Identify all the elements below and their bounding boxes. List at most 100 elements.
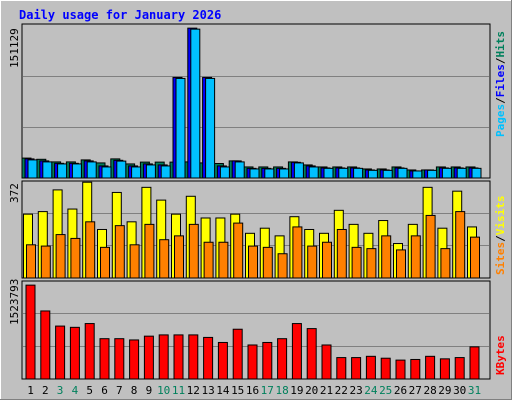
bar-pages-day-4	[71, 163, 82, 179]
x-tick-label: 12	[187, 384, 200, 397]
bar-pages-day-3	[57, 163, 68, 179]
bar-pages-day-16	[249, 168, 260, 179]
bar-kbytes-day-6	[99, 338, 110, 380]
bar-pages-day-29	[441, 167, 452, 179]
x-tick-label: 26	[394, 384, 407, 397]
bar-kbytes-day-31	[469, 346, 480, 380]
bar-pages-day-10	[160, 165, 171, 179]
bar-pages-day-11	[175, 77, 186, 179]
x-tick-label: 20	[305, 384, 318, 397]
bar-pages-day-23	[353, 167, 364, 179]
bar-kbytes-day-30	[454, 357, 465, 380]
x-tick-label: 25	[379, 384, 392, 397]
x-tick-label: 15	[231, 384, 244, 397]
x-tick-label: 9	[146, 384, 153, 397]
bar-pages-day-30	[456, 167, 467, 179]
bar-sites-day-8	[129, 244, 140, 279]
bar-pages-day-31	[471, 167, 482, 179]
bar-kbytes-day-3	[55, 325, 66, 380]
bar-sites-day-24	[366, 248, 377, 279]
bar-pages-day-25	[382, 169, 393, 179]
x-tick-label: 19	[290, 384, 303, 397]
x-tick-label: 16	[246, 384, 259, 397]
x-tick-label: 24	[364, 384, 378, 397]
x-tick-label: 18	[275, 384, 288, 397]
x-tick-label: 8	[131, 384, 138, 397]
x-tick-label: 28	[423, 384, 436, 397]
bar-pages-day-7	[116, 160, 127, 179]
bar-sites-day-12	[188, 223, 199, 279]
bar-pages-day-21	[323, 167, 334, 179]
bar-kbytes-day-7	[114, 338, 125, 380]
bar-sites-day-9	[144, 223, 155, 279]
bar-sites-day-19	[292, 226, 303, 279]
bar-kbytes-day-17	[262, 341, 273, 380]
bar-pages-day-6	[101, 166, 112, 179]
legend-visits: Visits	[494, 196, 507, 236]
bar-sites-day-28	[425, 214, 436, 279]
bar-kbytes-day-20	[306, 328, 317, 380]
x-tick-label: 30	[453, 384, 466, 397]
bar-kbytes-day-21	[321, 344, 332, 380]
bar-kbytes-day-2	[40, 310, 51, 380]
bar-pages-day-27	[412, 170, 423, 179]
x-tick-label: 22	[335, 384, 348, 397]
bar-pages-day-18	[279, 168, 290, 179]
visits-max-label: 372	[8, 183, 21, 203]
bars-layer	[21, 27, 482, 380]
hits-max-label: 151129	[8, 28, 21, 68]
legend-kbytes: KBytes	[494, 335, 507, 375]
bar-pages-day-9	[145, 164, 156, 179]
legend-kbytes-label: KBytes	[494, 335, 507, 375]
bar-pages-day-12	[190, 28, 201, 179]
kbytes-max-label: 1523793	[8, 279, 21, 325]
bar-pages-day-2	[42, 161, 53, 179]
bar-sites-day-11	[174, 235, 184, 279]
bar-sites-day-26	[396, 249, 406, 279]
bar-pages-day-22	[338, 167, 349, 179]
x-tick-label: 14	[216, 384, 230, 397]
bar-kbytes-day-25	[380, 357, 391, 380]
bar-sites-day-27	[410, 235, 421, 279]
bar-kbytes-day-19	[291, 323, 302, 380]
x-tick-label: 1	[27, 384, 34, 397]
x-axis-labels: 1 2 3 4 5 6 7 8 9 10 11 12 13 14 15 16 17 18 19 20 21 22 23 24 2…	[27, 384, 481, 397]
x-tick-label: 17	[261, 384, 274, 397]
bar-pages-day-5	[86, 161, 97, 179]
bar-sites-day-10	[159, 239, 170, 279]
bar-kbytes-day-10	[158, 334, 169, 380]
bar-sites-day-18	[277, 253, 288, 279]
legend-files: Files	[494, 64, 507, 97]
x-tick-label: 4	[72, 384, 79, 397]
bar-kbytes-day-11	[173, 334, 184, 380]
x-tick-label: 11	[172, 384, 185, 397]
bar-kbytes-day-18	[277, 338, 288, 380]
bar-pages-day-28	[427, 169, 438, 179]
chart-title: Daily usage for January 2026	[19, 8, 221, 22]
bar-sites-day-20	[307, 245, 318, 279]
legend-visits-sites: Sites/Visits	[494, 196, 507, 276]
legend-hits: Hits	[494, 31, 507, 58]
bar-sites-day-13	[203, 241, 214, 279]
bar-sites-day-16	[248, 245, 258, 279]
bar-sites-day-17	[262, 246, 273, 279]
bar-sites-day-15	[233, 222, 244, 279]
bar-sites-day-22	[336, 228, 347, 279]
bar-sites-day-3	[55, 234, 66, 279]
x-tick-label: 23	[349, 384, 362, 397]
x-tick-label: 27	[409, 384, 422, 397]
bar-kbytes-day-29	[439, 358, 450, 380]
bar-kbytes-day-12	[188, 334, 199, 380]
bar-sites-day-7	[114, 225, 125, 279]
bar-pages-day-15	[234, 161, 245, 179]
x-tick-label: 6	[101, 384, 108, 397]
bar-sites-day-4	[70, 237, 81, 279]
bar-pages-day-17	[264, 168, 275, 179]
bar-kbytes-day-27	[410, 358, 421, 380]
bar-kbytes-day-23	[351, 357, 362, 380]
bar-sites-day-14	[218, 241, 229, 279]
bar-kbytes-day-5	[84, 323, 95, 380]
x-tick-label: 31	[468, 384, 481, 397]
